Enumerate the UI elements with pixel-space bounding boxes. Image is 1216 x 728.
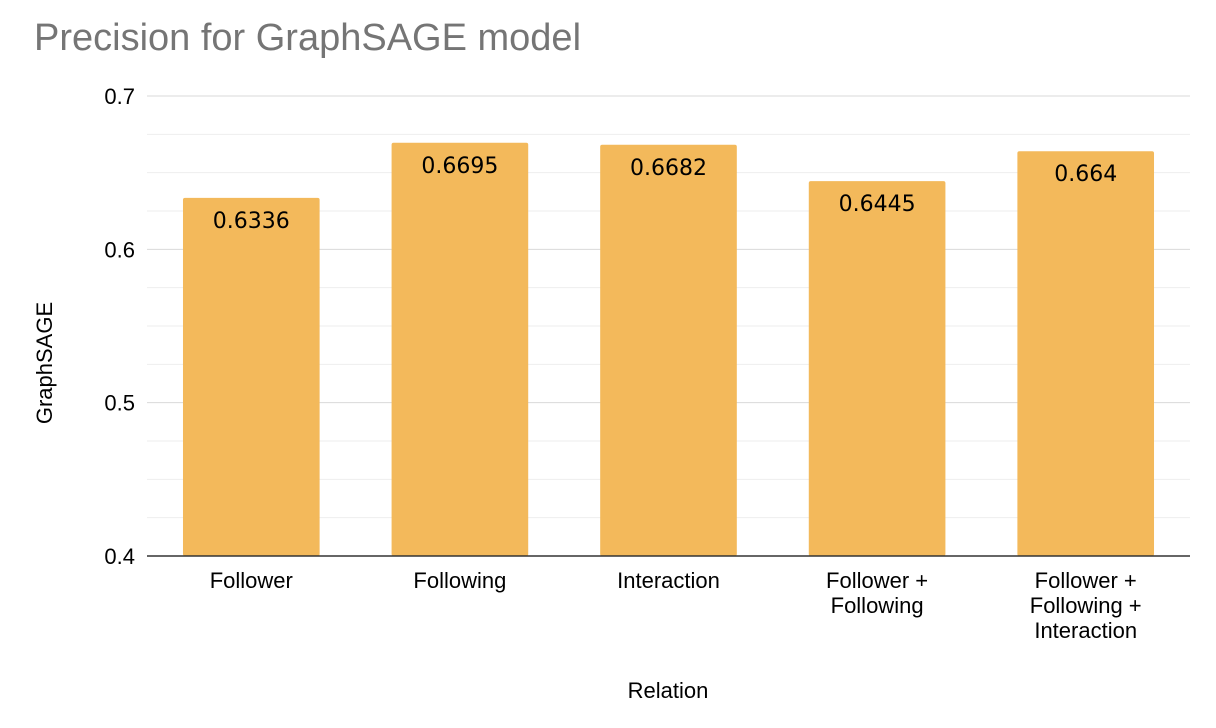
- x-axis-category-labels: Follower Following Interaction Follower + Fo…: [210, 568, 1142, 643]
- y-tick-label: 0.4: [104, 544, 135, 569]
- bar: [391, 142, 529, 556]
- bar-data-label: 0.6682: [630, 156, 707, 181]
- x-category-label: Following: [413, 568, 506, 593]
- bar: [808, 181, 946, 556]
- y-tick-label: 0.5: [104, 391, 135, 416]
- x-category-label: Follower + Following + Interaction: [1030, 568, 1142, 643]
- y-axis-title: GraphSAGE: [32, 302, 57, 424]
- x-category-label: Follower: [210, 568, 293, 593]
- x-category-label: Interaction: [617, 568, 720, 593]
- y-axis-tick-labels: 0.4 0.5 0.6 0.7: [104, 84, 135, 569]
- x-axis-title: Relation: [628, 678, 709, 703]
- bar: [182, 197, 320, 556]
- y-tick-label: 0.6: [104, 237, 135, 262]
- bar-data-label: 0.6445: [839, 192, 916, 217]
- bar-data-label: 0.664: [1054, 162, 1117, 187]
- bars: 0.6336 0.6695 0.6682 0.6445 0.664: [147, 142, 1190, 557]
- y-tick-label: 0.7: [104, 84, 135, 109]
- bar-data-label: 0.6695: [421, 154, 498, 179]
- x-category-label: Follower + Following: [826, 568, 928, 618]
- bar-data-label: 0.6336: [213, 209, 290, 234]
- bar: [600, 144, 737, 556]
- chart-title: Precision for GraphSAGE model: [34, 17, 581, 59]
- bar: [1017, 151, 1155, 556]
